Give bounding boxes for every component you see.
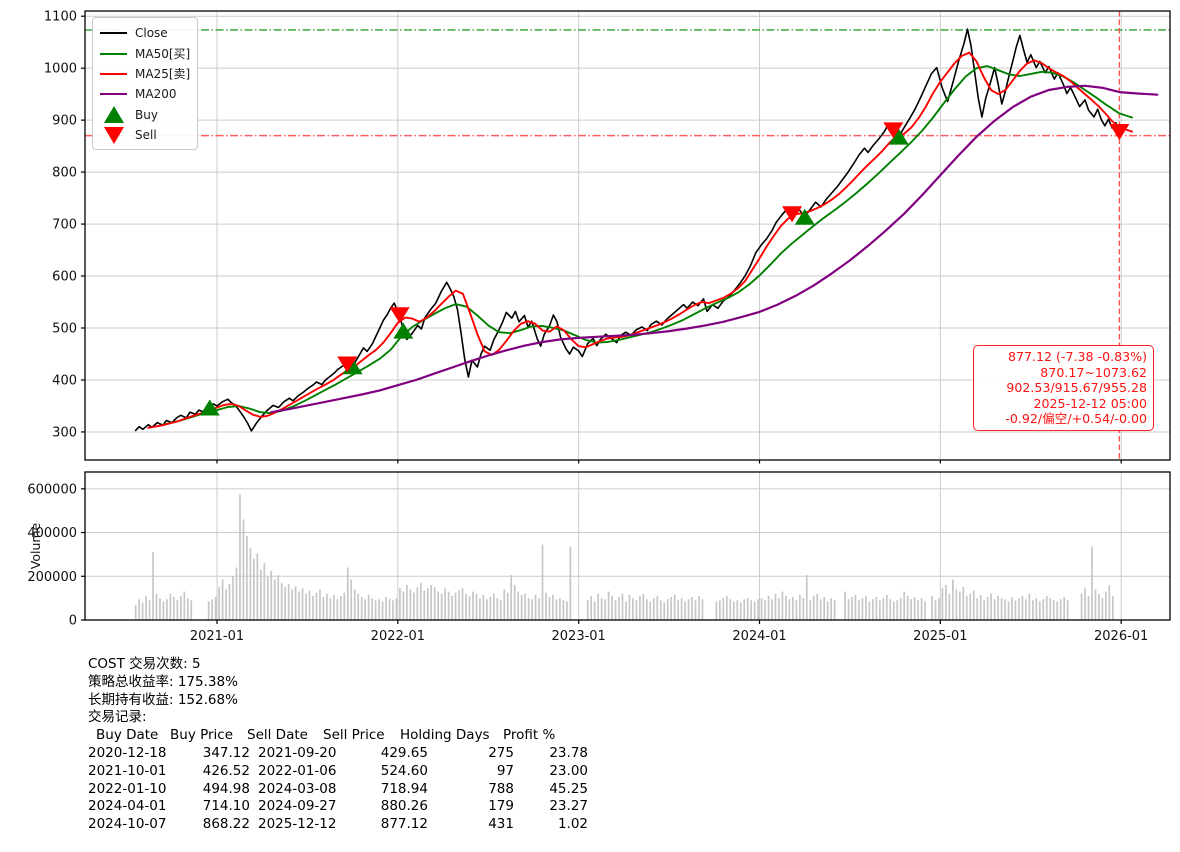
trade-cell: 23.78	[549, 744, 588, 761]
trade-col-header: Sell Price	[323, 727, 385, 744]
annotation-ma-values: 902.53/915.67/955.28	[1006, 380, 1147, 396]
ma200-line-swatch	[100, 93, 127, 96]
last-quote-annotation: 877.12 (-7.38 -0.83%) 870.17~1073.62 902…	[973, 345, 1154, 431]
trade-cell: 426.52	[202, 762, 250, 779]
trade-cell: 2024-04-01	[88, 798, 167, 815]
trade-cell: 2021-10-01	[88, 762, 167, 779]
svg-text:800: 800	[52, 166, 77, 181]
trade-cell: 431	[488, 816, 514, 833]
svg-text:400: 400	[52, 373, 77, 388]
trade-col-header: Buy Date	[96, 727, 159, 744]
legend-label: MA50[买]	[135, 47, 191, 62]
chart-legend: Close MA50[买] MA25[卖] MA200 Buy Sell	[92, 17, 198, 151]
trade-cell: 714.10	[202, 798, 250, 815]
trade-log-title: 交易记录:	[88, 709, 147, 726]
trade-col-header: Profit %	[503, 727, 556, 744]
trade-cell: 2021-09-20	[258, 744, 337, 761]
legend-item-ma25: MA25[卖]	[100, 64, 190, 84]
trade-cell: 2022-01-06	[258, 762, 337, 779]
svg-text:400000: 400000	[27, 526, 77, 541]
svg-text:2021-01: 2021-01	[190, 629, 244, 644]
legend-label: MA200	[135, 87, 177, 102]
hold-return-line: 长期持有收益: 152.68%	[88, 691, 238, 708]
svg-text:1100: 1100	[44, 10, 77, 25]
legend-item-ma200: MA200	[100, 84, 190, 104]
legend-item-sell: Sell	[100, 125, 190, 145]
annotation-signal: -0.92/偏空/+0.54/-0.00	[1005, 411, 1147, 427]
legend-item-close: Close	[100, 23, 190, 43]
legend-label: Sell	[135, 128, 157, 143]
trade-cell: 2024-03-08	[258, 780, 337, 797]
legend-label: Buy	[135, 107, 158, 122]
price-volume-chart: 300 400 500 600 700 800 900 1000 1100 0 200000 4000…	[27, 10, 1171, 644]
trade-row: 2020-12-18 347.12 2021-09-20 429.65 275 23.78	[88, 745, 1180, 763]
trade-cell: 97	[496, 762, 514, 779]
trade-cell: 524.60	[380, 762, 428, 779]
trade-cell: 347.12	[202, 744, 250, 761]
trade-cell: 2024-10-07	[88, 816, 167, 833]
trade-cell: 2020-12-18	[88, 744, 167, 761]
trade-cell: 1.02	[557, 816, 588, 833]
trade-cell: 788	[488, 780, 514, 797]
svg-text:200000: 200000	[27, 570, 77, 585]
close-line-swatch	[100, 32, 127, 35]
ma25-line-swatch	[100, 72, 127, 75]
legend-item-ma50: MA50[买]	[100, 43, 190, 63]
trade-col-header: Holding Days	[400, 727, 490, 744]
trade-cell: 275	[488, 744, 514, 761]
ma50-line-swatch	[100, 52, 127, 55]
svg-text:700: 700	[52, 218, 77, 233]
strategy-return-line: 策略总收益率: 175.38%	[88, 673, 238, 690]
legend-label: MA25[卖]	[135, 67, 191, 82]
svg-text:300: 300	[52, 425, 77, 440]
trade-cell: 868.22	[202, 816, 250, 833]
trade-cell: 23.27	[549, 798, 588, 815]
svg-text:Volume: Volume	[28, 522, 43, 569]
svg-text:2025-01: 2025-01	[913, 629, 967, 644]
annotation-price-change: 877.12 (-7.38 -0.83%)	[1007, 349, 1147, 364]
svg-text:500: 500	[52, 322, 77, 337]
strategy-stats: COST 交易次数: 5 策略总收益率: 175.38% 长期持有收益: 152…	[88, 656, 1180, 834]
trade-cell: 718.94	[380, 780, 428, 797]
svg-text:2026-01: 2026-01	[1094, 629, 1148, 644]
trade-cell: 45.25	[549, 780, 588, 797]
trade-cell: 429.65	[380, 744, 428, 761]
trade-table: 2020-12-18 347.12 2021-09-20 429.65 275 23.78…	[88, 745, 1180, 834]
trade-cell: 2025-12-12	[258, 816, 337, 833]
figure: 300 400 500 600 700 800 900 1000 1100 0 200000 4000…	[27, 10, 1171, 644]
buy-triangle-icon	[100, 106, 127, 124]
trade-cell: 494.98	[202, 780, 250, 797]
trade-col-header: Buy Price	[170, 727, 234, 744]
legend-item-buy: Buy	[100, 105, 190, 125]
sell-triangle-icon	[100, 126, 127, 144]
annotation-range: 870.17~1073.62	[1040, 364, 1147, 380]
trade-row: 2022-01-10 494.98 2024-03-08 718.94 788 45.25	[88, 781, 1180, 799]
trade-cell: 877.12	[380, 816, 428, 833]
trade-cell: 179	[488, 798, 514, 815]
svg-text:2024-01: 2024-01	[732, 629, 786, 644]
trade-cell: 2024-09-27	[258, 798, 337, 815]
svg-text:2022-01: 2022-01	[371, 629, 425, 644]
svg-text:600000: 600000	[27, 482, 77, 497]
legend-label: Close	[135, 26, 168, 41]
trade-table-header: Buy Date Buy Price Sell Date Sell Price Hold…	[88, 727, 1180, 745]
annotation-datetime: 2025-12-12 05:00	[1033, 395, 1148, 411]
trade-cell: 2022-01-10	[88, 780, 167, 797]
svg-text:1000: 1000	[44, 62, 77, 77]
trade-cell: 880.26	[380, 798, 428, 815]
svg-text:900: 900	[52, 114, 77, 129]
svg-text:600: 600	[52, 270, 77, 285]
trade-count-line: COST 交易次数: 5	[88, 656, 201, 672]
trade-row: 2024-10-07 868.22 2025-12-12 877.12 431 1.02	[88, 816, 1180, 834]
trade-row: 2024-04-01 714.10 2024-09-27 880.26 179 23.27	[88, 798, 1180, 816]
trade-row: 2021-10-01 426.52 2022-01-06 524.60 97 23.00	[88, 763, 1180, 781]
svg-text:2023-01: 2023-01	[552, 629, 606, 644]
svg-text:0: 0	[69, 614, 77, 629]
trade-cell: 23.00	[549, 762, 588, 779]
trade-col-header: Sell Date	[247, 727, 308, 744]
